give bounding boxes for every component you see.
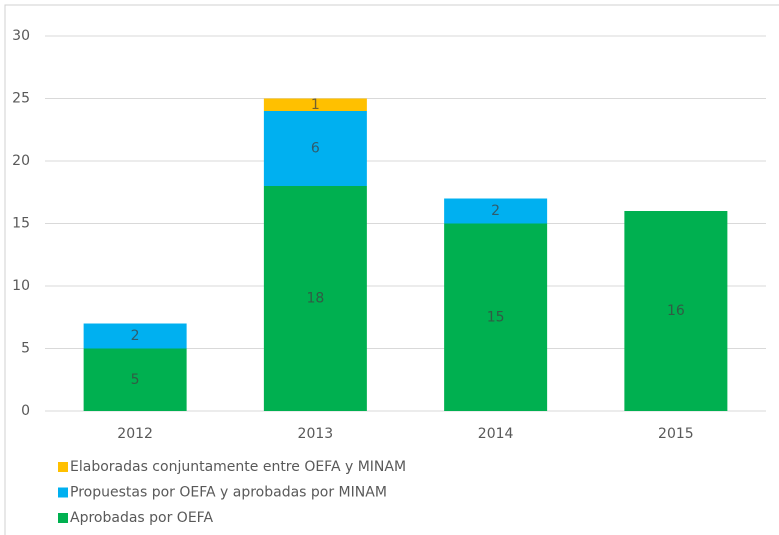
data-label: 2 (491, 203, 500, 219)
data-label: 1 (311, 97, 320, 113)
chart-border (4, 4, 779, 535)
legend-swatch (58, 513, 68, 523)
y-tick-label: 10 (12, 278, 30, 294)
legend-label: Aprobadas por OEFA (70, 510, 213, 526)
legend-swatch (58, 487, 68, 498)
bar-segment (624, 211, 728, 411)
bar-segment (263, 98, 367, 111)
y-tick-label: 15 (12, 216, 30, 232)
y-tick-label: 30 (12, 28, 30, 44)
data-label: 15 (487, 309, 505, 325)
y-tick-label: 5 (21, 341, 30, 357)
x-tick-label: 2015 (658, 426, 694, 442)
bar-segment (83, 348, 187, 411)
bar-segment (83, 323, 187, 349)
x-tick-label: 2014 (478, 426, 514, 442)
data-label: 5 (131, 372, 140, 388)
data-label: 6 (311, 141, 320, 157)
data-label: 16 (667, 303, 685, 319)
y-tick-label: 0 (21, 403, 30, 419)
data-label: 2 (131, 328, 140, 344)
bar-segment (263, 186, 367, 411)
bar-segment (444, 198, 548, 224)
x-tick-label: 2012 (117, 426, 153, 442)
x-tick-label: 2013 (298, 426, 334, 442)
legend-label: Propuestas por OEFA y aprobadas por MINA… (70, 485, 387, 501)
legend-swatch (58, 462, 68, 472)
legend-label: Elaboradas conjuntamente entre OEFA y MI… (70, 459, 406, 475)
bar-segment (444, 223, 548, 411)
bar-segment (263, 111, 367, 186)
y-tick-label: 25 (12, 91, 30, 107)
y-tick-label: 20 (12, 153, 30, 169)
data-label: 18 (306, 291, 324, 307)
